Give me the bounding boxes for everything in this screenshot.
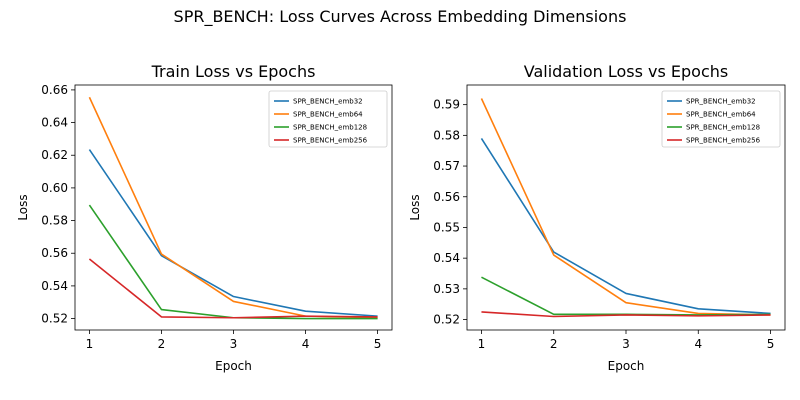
legend-entry: SPR_BENCH_emb256 bbox=[686, 137, 761, 145]
y-tick-label: 0.56 bbox=[433, 190, 460, 204]
y-tick-label: 0.66 bbox=[41, 83, 68, 97]
y-tick-label: 0.54 bbox=[41, 279, 68, 293]
train-chart-title: Train Loss vs Epochs bbox=[151, 62, 316, 81]
y-tick-label: 0.58 bbox=[433, 128, 460, 142]
series-line-spr-bench-emb64 bbox=[480, 98, 771, 316]
validation-plot-frame bbox=[466, 84, 786, 331]
legend-entry: SPR_BENCH_emb32 bbox=[686, 98, 756, 106]
legend-entry: SPR_BENCH_emb64 bbox=[686, 111, 756, 119]
x-tick-label: 2 bbox=[550, 337, 558, 351]
validation-chart-title: Validation Loss vs Epochs bbox=[524, 62, 729, 81]
legend-entry: SPR_BENCH_emb128 bbox=[293, 124, 367, 132]
y-tick-label: 0.59 bbox=[433, 98, 460, 112]
y-tick-label: 0.56 bbox=[41, 246, 68, 260]
legend-entry: SPR_BENCH_emb32 bbox=[293, 98, 363, 106]
x-tick-label: 4 bbox=[302, 337, 310, 351]
y-tick-label: 0.52 bbox=[41, 312, 68, 326]
train-plot-frame bbox=[74, 84, 393, 331]
y-tick-label: 0.53 bbox=[433, 282, 460, 296]
x-tick-label: 3 bbox=[622, 337, 630, 351]
y-tick-label: 0.54 bbox=[433, 251, 460, 265]
x-tick-label: 3 bbox=[230, 337, 238, 351]
y-tick-label: 0.58 bbox=[41, 214, 68, 228]
legend-entry: SPR_BENCH_emb64 bbox=[293, 111, 363, 119]
x-tick-label: 5 bbox=[374, 337, 382, 351]
validation-legend: SPR_BENCH_emb32 SPR_BENCH_emb64 SPR_BENCH_… bbox=[661, 90, 781, 148]
validation-loss-chart: Validation Loss vs Epochs 1 2 3 4 5 0.52 0.53 0.… bbox=[408, 62, 786, 373]
x-tick-label: 1 bbox=[86, 337, 94, 351]
series-line-spr-bench-emb32 bbox=[88, 149, 378, 317]
validation-x-axis-label: Epoch bbox=[608, 359, 645, 373]
train-loss-chart: Train Loss vs Epochs 1 2 3 4 5 0.52 0.54 0.56 0.5… bbox=[16, 62, 393, 373]
y-tick-label: 0.55 bbox=[433, 220, 460, 234]
legend-box bbox=[268, 90, 388, 148]
series-line-spr-bench-emb32 bbox=[480, 137, 771, 315]
train-legend: SPR_BENCH_emb32 SPR_BENCH_emb64 SPR_BENCH_… bbox=[268, 90, 388, 148]
legend-box bbox=[661, 90, 781, 148]
legend-entry: SPR_BENCH_emb128 bbox=[686, 124, 760, 132]
y-tick-label: 0.57 bbox=[433, 159, 460, 173]
x-tick-label: 4 bbox=[694, 337, 702, 351]
train-x-axis-label: Epoch bbox=[215, 359, 252, 373]
y-tick-label: 0.52 bbox=[433, 313, 460, 327]
series-line-spr-bench-emb256 bbox=[88, 258, 378, 319]
train-y-axis-label: Loss bbox=[16, 194, 30, 220]
x-tick-label: 2 bbox=[158, 337, 166, 351]
y-tick-label: 0.62 bbox=[41, 148, 68, 162]
y-tick-label: 0.64 bbox=[41, 116, 68, 130]
figure-suptitle: SPR_BENCH: Loss Curves Across Embedding … bbox=[174, 7, 627, 27]
legend-entry: SPR_BENCH_emb256 bbox=[293, 137, 368, 145]
validation-y-axis-label: Loss bbox=[408, 194, 422, 220]
x-tick-label: 5 bbox=[767, 337, 775, 351]
x-tick-label: 1 bbox=[478, 337, 486, 351]
y-tick-label: 0.60 bbox=[41, 181, 68, 195]
series-line-spr-bench-emb256 bbox=[481, 311, 771, 318]
